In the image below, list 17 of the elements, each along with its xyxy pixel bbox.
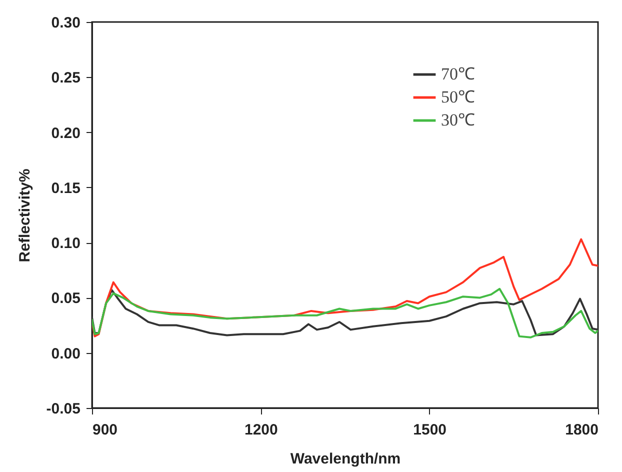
- y-tick-label: 0.20: [51, 124, 80, 142]
- y-tick-label: 0.00: [51, 345, 80, 362]
- y-tick-label: 0.15: [51, 180, 80, 197]
- legend-label: 30℃: [441, 110, 475, 130]
- x-tick-label: 1200: [244, 422, 278, 438]
- y-tick-label: 0.10: [51, 235, 80, 252]
- x-tick-label: 900: [92, 422, 118, 438]
- legend-label: 70℃: [441, 64, 475, 84]
- x-tick-label: 1800: [565, 422, 598, 438]
- legend-label: 50℃: [441, 88, 475, 106]
- y-tick-label: -0.05: [46, 400, 80, 418]
- y-tick-label: 0.30: [51, 14, 80, 32]
- x-tick-label: 1500: [413, 422, 447, 438]
- x-axis-title: Wavelength/nm: [290, 450, 401, 468]
- y-axis-title: Reflectivity%: [16, 168, 34, 262]
- y-tick-label: 0.05: [51, 290, 80, 308]
- y-tick-label: 0.25: [51, 70, 80, 87]
